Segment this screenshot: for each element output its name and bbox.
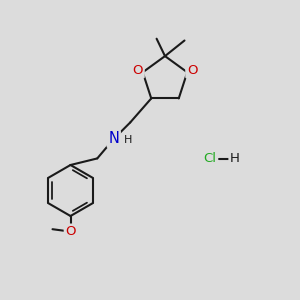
Text: Cl: Cl (203, 152, 217, 166)
Text: N: N (108, 131, 119, 146)
Text: O: O (133, 64, 143, 77)
Text: H: H (124, 135, 132, 145)
Text: O: O (65, 225, 76, 238)
Text: H: H (230, 152, 240, 166)
Text: O: O (187, 64, 197, 77)
